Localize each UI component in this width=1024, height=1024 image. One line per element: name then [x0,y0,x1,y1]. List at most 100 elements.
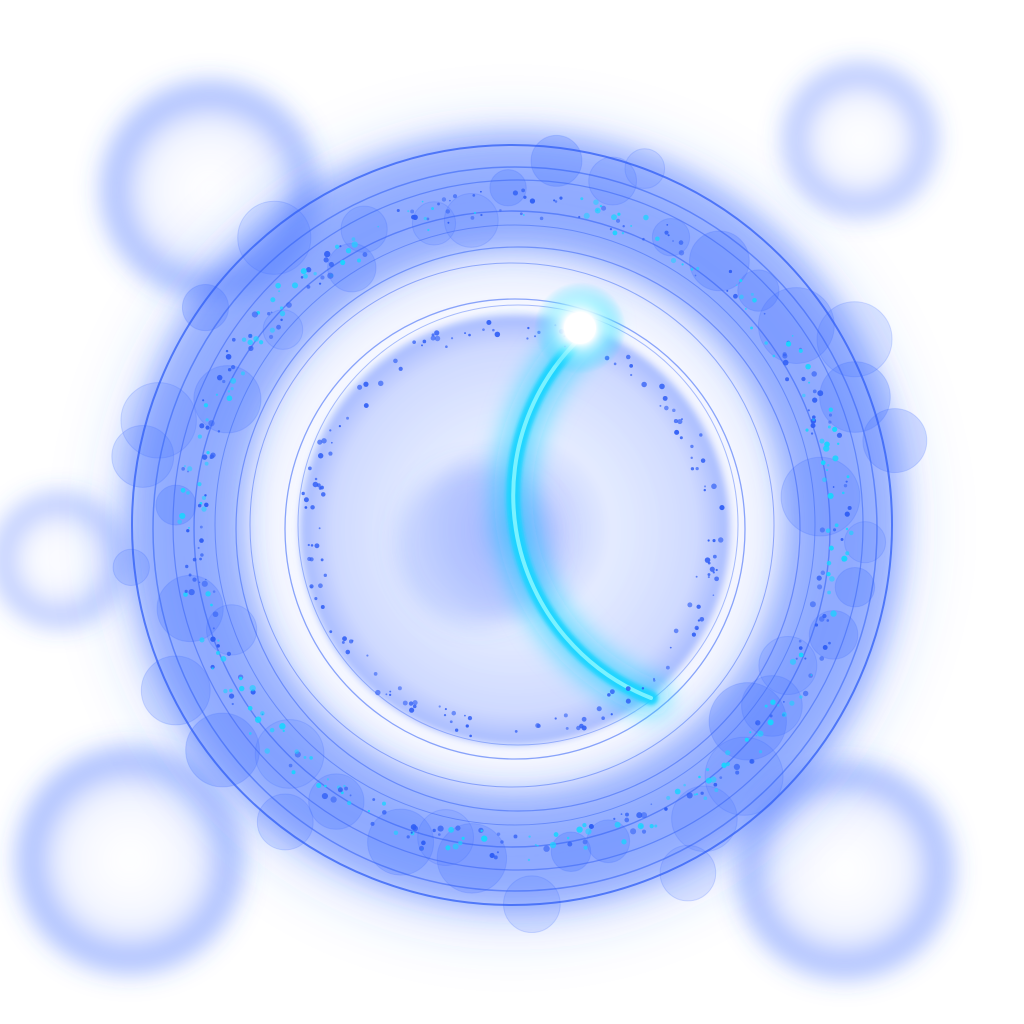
speck [819,656,825,661]
inner-speck [601,716,605,720]
speck [757,730,764,737]
ring-bubbles [111,134,928,934]
speck [226,651,232,657]
speck [445,845,451,851]
inner-speck [328,451,333,456]
speck [421,200,424,203]
speck [666,795,671,801]
speck [534,843,537,846]
thin-ring [249,262,775,788]
inner-speck [303,497,309,503]
inner-speck [434,335,441,342]
speck [177,519,182,525]
speck [798,652,804,658]
speck [710,776,717,783]
speck [576,826,583,833]
speck [566,836,570,840]
inner-speck [468,333,471,337]
speck [836,442,840,446]
speck [827,425,831,429]
inner-speck [673,419,678,424]
inner-speck [535,723,541,728]
speck [291,770,296,775]
speck [340,259,346,266]
speck [441,197,447,202]
speck [470,215,475,220]
speck [695,793,699,796]
speck [782,359,789,366]
inner-speck [607,693,611,697]
inner-speck [629,364,634,368]
speck [772,354,776,358]
inner-speck [707,575,710,579]
speck [197,482,202,487]
speck [493,855,498,860]
inner-speck [464,714,466,717]
speck [185,564,189,569]
speck [827,492,834,499]
speck [223,688,228,694]
speck [812,418,816,422]
speck [654,824,658,828]
inner-speck [321,438,327,444]
speck [212,590,216,593]
inner-speck [454,728,459,732]
inner-speck [565,726,569,730]
speck [755,720,761,726]
speck [370,821,375,826]
speck [694,274,697,277]
speck [693,793,697,796]
speck [845,480,848,483]
speck [382,810,387,815]
inner-speck [323,573,327,577]
speck [816,575,822,581]
ring-bubble [780,456,861,537]
speck [318,282,322,285]
speck [216,644,220,648]
speck [846,475,850,479]
ring-bubble [308,773,365,830]
speck [599,204,603,208]
speck [268,334,274,340]
inner-speck [609,689,615,695]
speck [203,403,209,408]
inner-speck [329,630,333,634]
inner-speck [703,488,706,492]
speck [349,794,352,797]
speck [248,732,252,735]
inner-speck [482,328,485,331]
speck [814,623,819,627]
speck [431,207,434,210]
speck [614,821,621,828]
speck [749,731,752,734]
speck [357,258,361,263]
speck [362,252,368,257]
inner-speck [314,543,320,549]
speck [188,573,192,577]
ring-bubble [411,201,457,246]
inner-speck [719,505,725,511]
speck [810,432,814,435]
speck [334,244,340,249]
speck [739,294,744,300]
speck [339,245,342,248]
speck [640,824,643,828]
speck [321,792,329,800]
speck [820,460,826,466]
speck [621,231,625,235]
speck [461,836,465,840]
inner-speck [700,458,706,463]
inner-speck [317,453,324,459]
speck [783,700,785,703]
speck [630,828,637,835]
speck [192,577,197,582]
inner-speck [464,332,467,335]
speck [824,441,830,448]
speck [222,379,226,384]
speck [828,641,831,645]
speck [749,759,754,764]
inner-speck [514,730,518,733]
inner-speck [451,710,457,716]
inner-speck [308,466,312,471]
